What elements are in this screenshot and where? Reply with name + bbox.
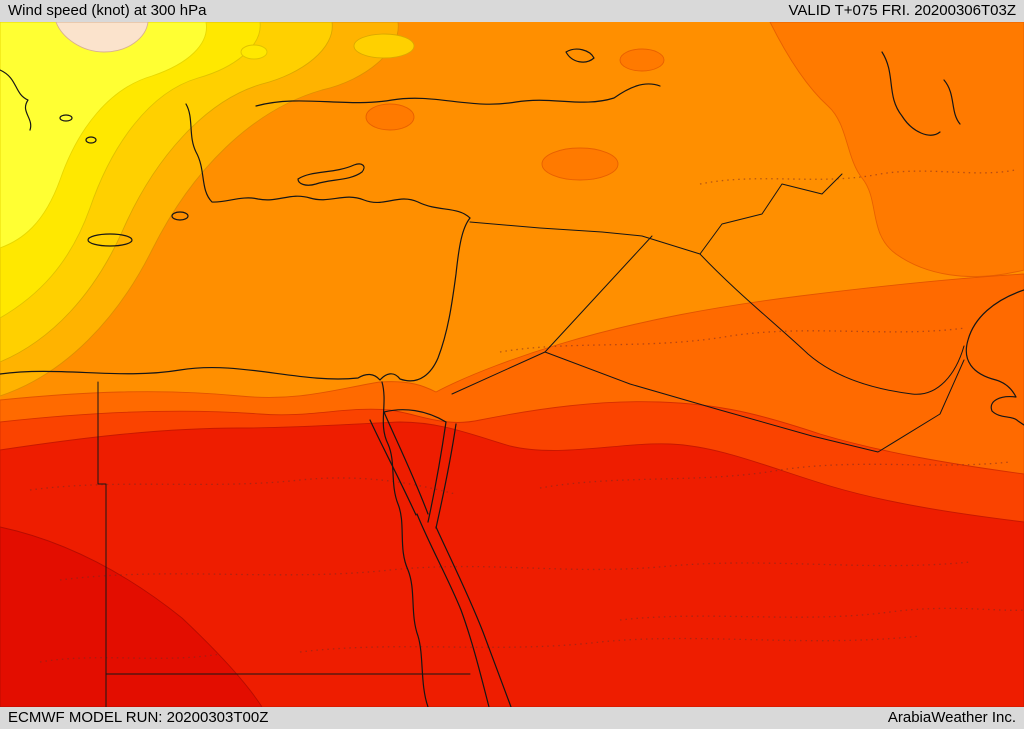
- contour-blob-yellow-top: [240, 44, 268, 60]
- border-group: [97, 173, 965, 707]
- dotted-contour: [299, 635, 921, 653]
- coastline-caspian-2: [943, 79, 961, 125]
- lake-outline: [565, 48, 595, 63]
- contour-band-bright-yellow: [0, 22, 207, 249]
- dotted-contour: [29, 477, 456, 495]
- contour-blob-dark-orange-2: [541, 147, 619, 181]
- coastline-cyprus: [297, 163, 365, 186]
- border-turkey-east: [699, 173, 843, 255]
- border-jordan-east: [451, 351, 546, 395]
- contour-blob-dark-orange-1: [365, 103, 415, 131]
- valid-time-label: VALID T+075 FRI. 20200306T03Z: [788, 2, 1017, 19]
- island-aegean-1: [59, 114, 73, 122]
- coastline-gulf-of-suez-west: [369, 419, 417, 516]
- island-aegean-2: [85, 136, 97, 144]
- coastline-black-sea: [255, 83, 661, 107]
- island-rhodes: [171, 211, 189, 221]
- border-syria-iraq: [544, 235, 653, 353]
- contour-band-deep-red: [0, 526, 263, 707]
- footer-bar: ECMWF MODEL RUN: 20200303T00Z ArabiaWeat…: [0, 707, 1024, 729]
- model-run-label: ECMWF MODEL RUN: 20200303T00Z: [8, 709, 269, 726]
- border-egypt-libya: [97, 381, 107, 707]
- border-iraq-saudi: [544, 351, 965, 453]
- coastline-caspian: [881, 51, 941, 136]
- wind-speed-map: [0, 22, 1024, 707]
- contour-band-red: [0, 421, 1024, 707]
- geography-group: [0, 48, 1024, 707]
- contour-patch-cream: [55, 22, 149, 53]
- map-title: Wind speed (knot) at 300 hPa: [8, 2, 207, 19]
- coastline-red-sea-west: [416, 513, 490, 707]
- brand-label: ArabiaWeather Inc.: [887, 709, 1016, 726]
- coastline-gulf-of-suez-east: [383, 411, 429, 515]
- coastline-gulf-of-aqaba-west: [427, 421, 447, 523]
- coastline-turkey-south: [185, 103, 471, 219]
- border-iraq-iran: [699, 253, 965, 395]
- border-turkey-syria-iraq: [469, 221, 701, 255]
- contour-blob-gold-top: [353, 33, 415, 59]
- header-bar: Wind speed (knot) at 300 hPa VALID T+075…: [0, 0, 1024, 22]
- coastline-red-sea-east: [435, 526, 512, 707]
- dotted-contour: [59, 561, 971, 581]
- coastline-north-africa-levant: [0, 217, 471, 382]
- dotted-contour: [619, 607, 1024, 621]
- coastline-persian-gulf: [965, 289, 1024, 426]
- coastline-sinai-north: [383, 409, 447, 423]
- contour-blob-dark-orange-3: [619, 48, 665, 72]
- island-crete: [87, 233, 133, 247]
- dotted-contour-group: [29, 169, 1024, 663]
- coastline-aegean: [0, 69, 32, 131]
- contour-band-dark-orange-east: [769, 22, 1024, 277]
- coastline-gulf-of-aqaba-east: [435, 423, 457, 529]
- nile-river: [381, 381, 429, 707]
